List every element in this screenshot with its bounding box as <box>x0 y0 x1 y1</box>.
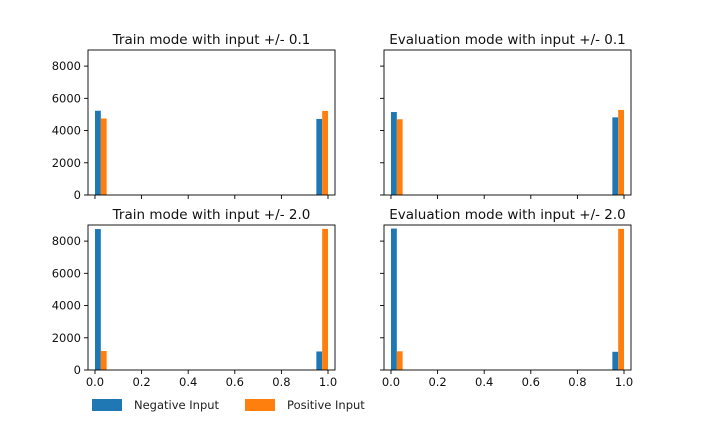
x-tick-label: 0.6 <box>226 375 244 389</box>
x-tick-label: 0.2 <box>132 375 150 389</box>
subplot-1: Train mode with input +/- 0.1 0 2000 4000 60… <box>52 32 336 202</box>
legend-item-negative: Negative Input <box>92 398 219 412</box>
subplot-2: Evaluation mode with input +/- 0.1 <box>380 32 632 199</box>
y-tick-label: 0 <box>74 363 81 377</box>
bar-positive <box>100 350 107 370</box>
y-tick-label: 2000 <box>52 331 81 345</box>
bar-positive <box>396 351 403 370</box>
bar-negative <box>390 228 397 370</box>
bar-positive <box>618 228 625 370</box>
legend-label-positive: Positive Input <box>287 398 365 412</box>
axes-frame <box>87 49 336 196</box>
bar-negative <box>94 110 101 195</box>
y-tick-label: 2000 <box>52 156 81 170</box>
axes-frame <box>383 49 632 196</box>
bar-negative <box>316 351 323 370</box>
legend-swatch-positive <box>245 399 276 411</box>
subplot-title: Train mode with input +/- 0.1 <box>112 32 311 48</box>
y-tick-label: 4000 <box>52 124 81 138</box>
x-tick-label: 0.4 <box>475 375 493 389</box>
bar-negative <box>612 351 619 370</box>
subplot-title: Evaluation mode with input +/- 0.1 <box>389 32 626 48</box>
x-tick-label: 1.0 <box>615 375 633 389</box>
x-tick-label: 1.0 <box>319 375 337 389</box>
legend-label-negative: Negative Input <box>134 398 220 412</box>
x-tick-label: 0.4 <box>179 375 197 389</box>
y-tick-label: 6000 <box>52 91 81 105</box>
legend-item-positive: Positive Input <box>245 398 365 412</box>
subplot-4: Evaluation mode with input +/- 2.0 0.0 0.2… <box>380 207 633 389</box>
axes-frame <box>87 224 336 371</box>
bar-negative <box>390 112 397 195</box>
y-tick-label: 0 <box>74 188 81 202</box>
y-tick-label: 6000 <box>52 266 81 280</box>
bar-negative <box>316 118 323 195</box>
bar-positive <box>100 118 107 195</box>
x-tick-label: 0.8 <box>272 375 290 389</box>
x-tick-label: 0.2 <box>428 375 446 389</box>
bar-positive <box>396 119 403 195</box>
legend: Negative Input Positive Input <box>92 398 391 412</box>
bar-negative <box>94 229 101 370</box>
y-tick-label: 4000 <box>52 299 81 313</box>
bar-negative <box>612 117 619 195</box>
x-tick-label: 0.6 <box>522 375 540 389</box>
y-tick-label: 8000 <box>52 59 81 73</box>
legend-swatch-negative <box>92 399 122 411</box>
subplot-title: Train mode with input +/- 2.0 <box>112 207 311 223</box>
y-tick-label: 8000 <box>52 234 81 248</box>
x-tick-label: 0.0 <box>382 375 400 389</box>
axes-frame <box>383 224 632 371</box>
subplot-3: Train mode with input +/- 2.0 0 2000 4000 60… <box>52 207 337 389</box>
x-tick-label: 0.0 <box>86 375 104 389</box>
bar-positive <box>322 110 329 195</box>
bar-positive <box>618 109 625 195</box>
subplot-title: Evaluation mode with input +/- 2.0 <box>389 207 626 223</box>
bar-positive <box>322 228 329 370</box>
x-tick-label: 0.8 <box>568 375 586 389</box>
